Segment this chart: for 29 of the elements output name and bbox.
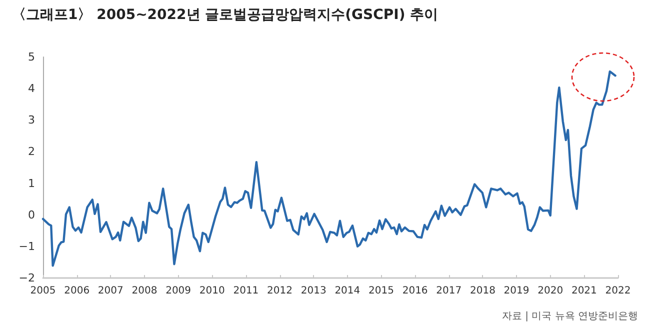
x-tick-label: 2014 — [334, 286, 360, 296]
x-tick-label: 2011 — [233, 286, 259, 296]
y-tick-label: 0 — [28, 208, 35, 222]
x-tick-label: 2021 — [571, 286, 597, 296]
x-tick-label: 2012 — [267, 286, 292, 296]
x-tick-label: 2005 — [30, 286, 56, 296]
x-tick-label: 2020 — [538, 286, 564, 296]
x-tick-label: 2022 — [605, 286, 631, 296]
x-tick-label: 2019 — [504, 286, 530, 296]
x-tick-label: 2010 — [199, 286, 225, 296]
x-tick-label: 2017 — [436, 286, 462, 296]
y-tick-label: 2 — [28, 145, 35, 158]
x-tick-label: 2009 — [166, 286, 192, 296]
y-tick-label: 3 — [28, 114, 35, 127]
chart-title: 〈그래프1〉 2005~2022년 글로벌공급망압력지수(GSCPI) 추이 — [12, 6, 438, 24]
x-tick-label: 2016 — [402, 286, 428, 296]
y-tick-label: 4 — [28, 82, 35, 96]
line-series — [42, 70, 616, 267]
x-tick-label: 2008 — [132, 286, 158, 296]
x-tick-label: 2018 — [470, 286, 496, 296]
x-tick-label: 2013 — [300, 286, 326, 296]
y-tick-label: −2 — [18, 272, 35, 284]
x-tick-label: 2007 — [98, 286, 124, 296]
x-tick-label: 2015 — [368, 286, 394, 296]
y-tick-label: 1 — [28, 176, 35, 190]
y-tick-label: −1 — [18, 240, 35, 253]
y-tick-label: 5 — [28, 50, 35, 64]
x-tick-label: 2006 — [64, 286, 90, 296]
text: 자료 | 미국 뉴욕 연방준비은행 — [502, 310, 638, 323]
